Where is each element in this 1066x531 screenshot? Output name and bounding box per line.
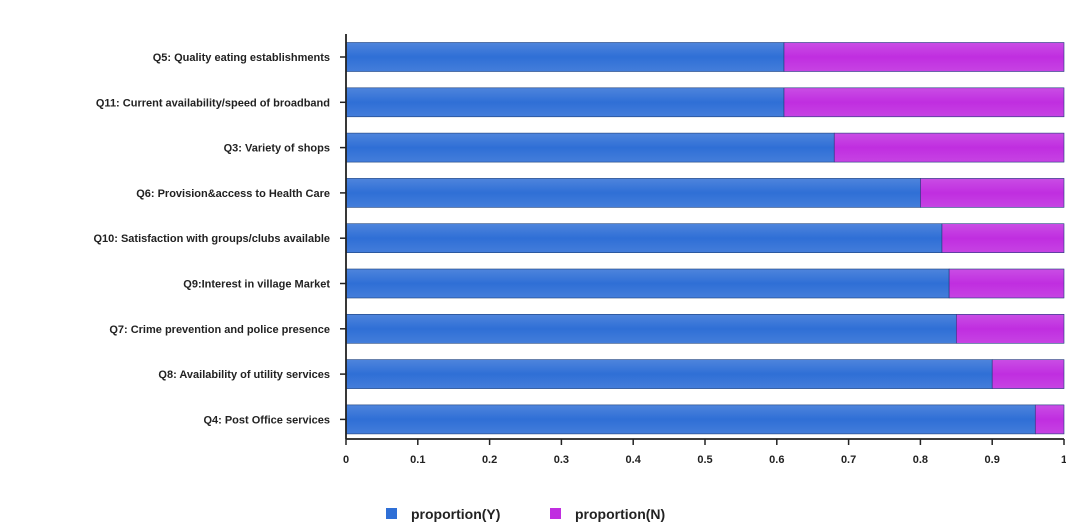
bar-no-6 <box>948 268 1065 299</box>
x-tick-label: 0.1 <box>410 454 425 466</box>
category-label: Q3: Variety of shops <box>224 143 330 155</box>
x-tick-label: 1 <box>1061 454 1066 466</box>
x-tick-label: 0.5 <box>697 454 712 466</box>
bar-yes-7 <box>345 313 957 344</box>
category-label: Q7: Crime prevention and police presence <box>109 324 330 336</box>
bar-no-2 <box>783 87 1065 118</box>
category-label: Q9:Interest in village Market <box>183 279 330 291</box>
legend-swatch-no <box>550 508 561 519</box>
bar-no-9 <box>1034 404 1065 435</box>
bars-layer <box>345 42 1065 435</box>
category-label: Q8: Availability of utility services <box>158 369 330 381</box>
bar-no-5 <box>941 223 1065 253</box>
x-tick-label: 0.6 <box>769 454 784 466</box>
x-tick-label: 0 <box>343 454 349 466</box>
category-label: Q11: Current availability/speed of broad… <box>96 97 330 109</box>
axes <box>340 34 1065 445</box>
category-labels: Q5: Quality eating establishments Q11: Cu… <box>93 52 330 426</box>
legend-swatch-yes <box>386 508 397 519</box>
category-label: Q4: Post Office services <box>203 414 330 426</box>
x-tick-label: 0.3 <box>554 454 569 466</box>
bar-yes-8 <box>345 359 993 389</box>
bar-no-1 <box>783 42 1065 72</box>
category-label: Q6: Provision&access to Health Care <box>136 188 330 200</box>
bar-no-3 <box>833 132 1065 163</box>
legend-label-no: proportion(N) <box>575 506 665 522</box>
bar-no-7 <box>955 313 1065 344</box>
legend: proportion(Y) proportion(N) <box>386 506 665 522</box>
category-label: Q10: Satisfaction with groups/clubs avai… <box>93 233 330 245</box>
bar-yes-2 <box>345 87 785 118</box>
bar-no-8 <box>991 359 1065 389</box>
bar-yes-5 <box>345 223 943 253</box>
category-label: Q5: Quality eating establishments <box>153 52 330 64</box>
bar-yes-4 <box>345 178 921 208</box>
bar-no-4 <box>920 178 1065 208</box>
x-tick-label: 0.9 <box>985 454 1000 466</box>
x-tick-labels: 0 0.1 0.2 0.3 0.4 0.5 0.6 0.7 0.8 0.9 1 <box>343 454 1066 466</box>
bar-yes-3 <box>345 132 835 163</box>
legend-label-yes: proportion(Y) <box>411 506 500 522</box>
x-tick-label: 0.7 <box>841 454 856 466</box>
bar-yes-9 <box>345 404 1036 435</box>
bar-yes-1 <box>345 42 785 72</box>
x-tick-label: 0.2 <box>482 454 497 466</box>
bar-yes-6 <box>345 268 950 299</box>
x-tick-label: 0.8 <box>913 454 928 466</box>
x-tick-label: 0.4 <box>626 454 642 466</box>
